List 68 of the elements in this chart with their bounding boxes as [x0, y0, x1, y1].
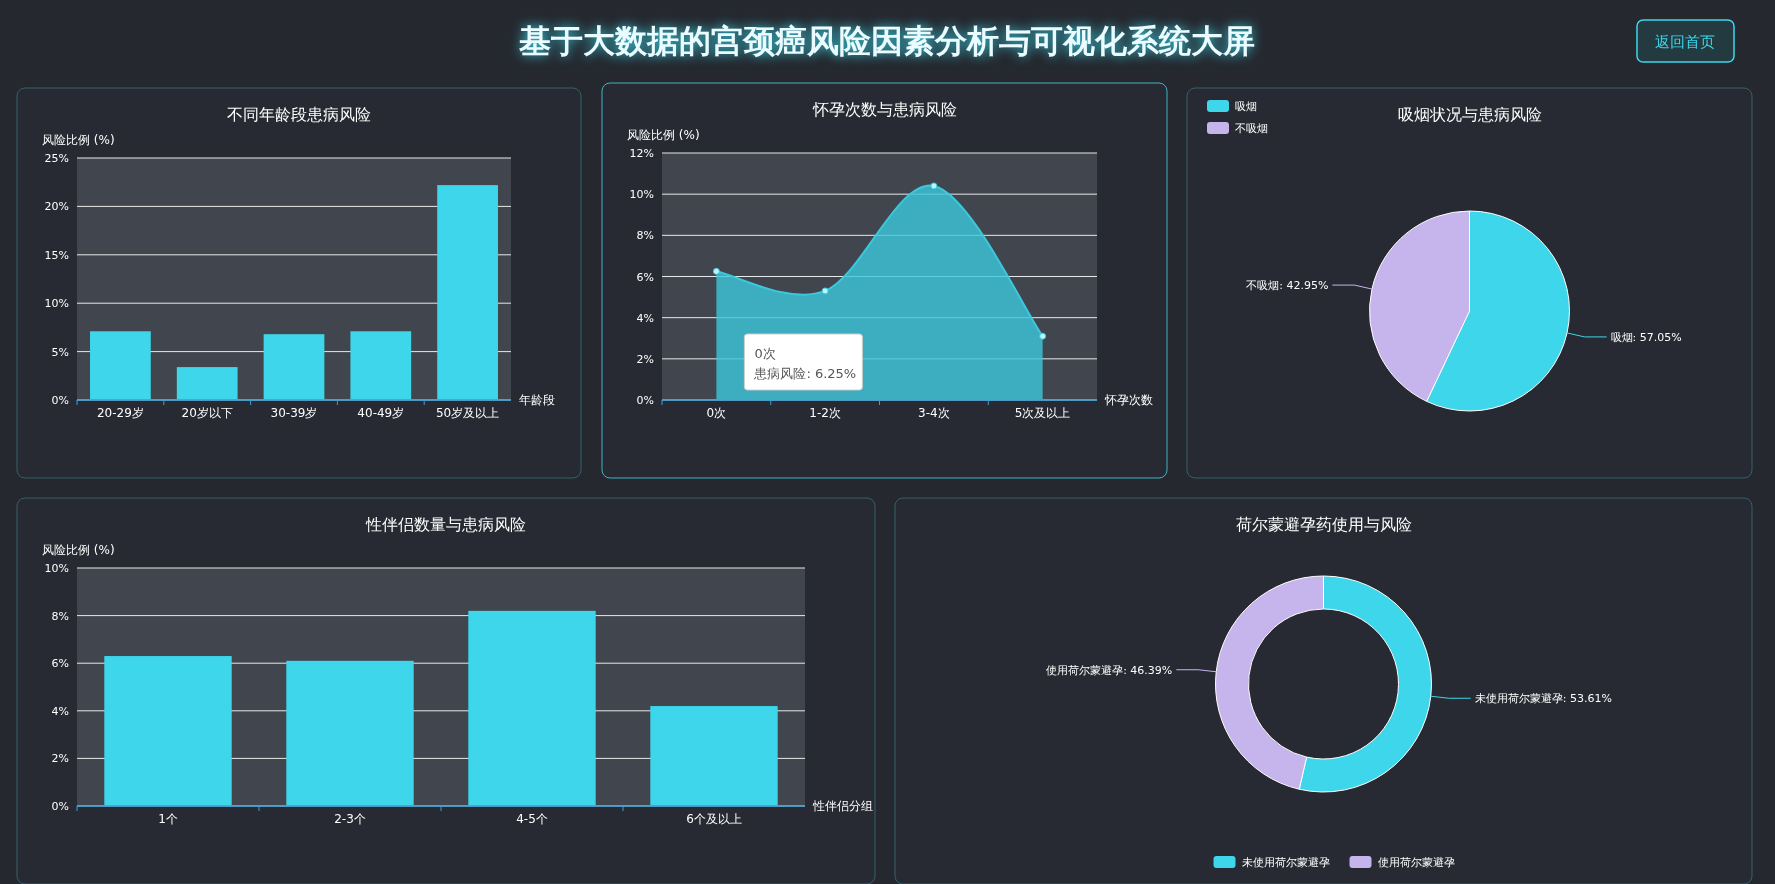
- x-tick-label: 20岁以下: [181, 406, 233, 420]
- legend-label: 吸烟: [1235, 100, 1257, 113]
- bar: [176, 367, 238, 400]
- annotation: 0次: [754, 346, 776, 361]
- x-tick-label: 20-29岁: [96, 406, 144, 420]
- legend-label: 使用荷尔蒙避孕: [1377, 856, 1455, 869]
- y-tick-label: 2%: [51, 752, 69, 766]
- bar: [104, 656, 232, 806]
- bar: [650, 706, 778, 806]
- y-tick-label: 10%: [44, 297, 69, 311]
- x-tick-label: 3-4次: [918, 406, 950, 420]
- y-tick-label: 0%: [636, 394, 654, 407]
- y-tick-label: 25%: [44, 152, 69, 165]
- point: [712, 267, 720, 275]
- y-axis-title: 风险比例 (%): [627, 128, 700, 142]
- bar: [350, 331, 412, 400]
- data-label: 吸烟: 57.05%: [1610, 330, 1682, 344]
- y-tick-label: 8%: [636, 229, 654, 243]
- chart-title: 怀孕次数与患病风险: [811, 100, 957, 119]
- y-tick-label: 15%: [44, 248, 69, 262]
- chart-title: 荷尔蒙避孕药使用与风险: [1235, 515, 1412, 534]
- y-tick-label: 2%: [636, 352, 654, 366]
- y-tick-label: 10%: [44, 562, 69, 575]
- y-tick-label: 0%: [51, 394, 69, 407]
- y-tick-label: 6%: [636, 270, 654, 284]
- y-tick-label: 12%: [629, 147, 654, 160]
- x-tick-label: 5次及以上: [1014, 406, 1071, 420]
- data-label: 使用荷尔蒙避孕: 46.39%: [1046, 663, 1173, 677]
- point: [821, 287, 829, 295]
- x-axis-title: 性伴侣分组: [812, 799, 873, 813]
- x-tick-label: 30-39岁: [270, 406, 318, 420]
- y-tick-label: 20%: [44, 200, 69, 214]
- y-tick-label: 4%: [51, 704, 69, 718]
- point: [1039, 332, 1047, 340]
- chart-title: 吸烟状况与患病风险: [1397, 105, 1542, 124]
- x-tick-label: 40-49岁: [357, 406, 405, 420]
- bar: [437, 185, 498, 400]
- x-tick-label: 1-2次: [809, 406, 841, 420]
- y-axis-title: 风险比例 (%): [42, 133, 115, 147]
- x-tick-label: 0次: [706, 406, 727, 420]
- x-tick-label: 1个: [158, 812, 178, 826]
- point: [930, 182, 938, 190]
- chart-title: 性伴侣数量与患病风险: [365, 515, 526, 534]
- y-tick-label: 6%: [51, 657, 69, 671]
- chart-title: 不同年龄段患病风险: [227, 105, 371, 124]
- bar: [90, 331, 151, 400]
- x-tick-label: 6个及以上: [686, 812, 742, 826]
- annotation: 患病风险: 6.25%: [753, 366, 857, 381]
- y-tick-label: 4%: [636, 311, 654, 325]
- bar: [263, 334, 325, 400]
- text: 基于大数据的宫颈癌风险因素分析与可视化系统大屏: [518, 22, 1255, 60]
- x-tick-label: 2-3个: [334, 812, 366, 826]
- x-tick-label: 50岁及以上: [435, 406, 500, 420]
- y-axis-title: 风险比例 (%): [42, 543, 115, 557]
- legend-label: 不吸烟: [1235, 122, 1268, 135]
- y-tick-label: 10%: [629, 188, 654, 202]
- x-tick-label: 4-5个: [516, 812, 548, 826]
- bar: [286, 660, 414, 806]
- text: 返回首页: [1655, 33, 1715, 51]
- y-tick-label: 0%: [51, 800, 69, 813]
- x-axis-title: 怀孕次数: [1104, 393, 1153, 407]
- y-tick-label: 5%: [51, 345, 69, 359]
- data-label: 未使用荷尔蒙避孕: 53.61%: [1474, 692, 1612, 706]
- data-label: 不吸烟: 42.95%: [1246, 279, 1329, 293]
- legend-label: 未使用荷尔蒙避孕: [1241, 856, 1330, 869]
- x-axis-title: 年龄段: [519, 393, 555, 407]
- bar: [468, 610, 596, 806]
- y-tick-label: 8%: [51, 609, 69, 623]
